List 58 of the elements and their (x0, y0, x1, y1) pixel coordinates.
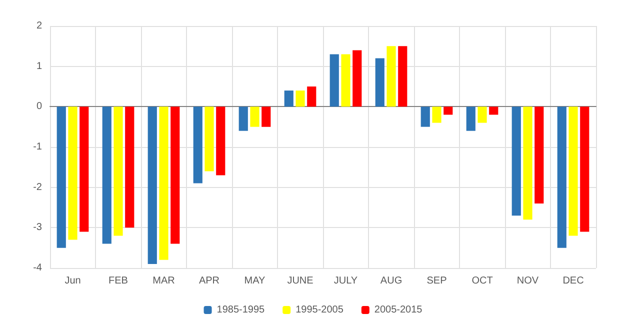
bar (170, 106, 180, 244)
bar (284, 90, 294, 107)
bar (398, 46, 408, 107)
bar (330, 54, 339, 107)
legend-label: 1995-2005 (296, 304, 344, 316)
x-tick-label: SEP (426, 276, 448, 286)
bar (478, 106, 487, 123)
y-tick-label: 0 (36, 101, 42, 112)
bar (432, 106, 442, 123)
bar (307, 86, 316, 107)
bar (148, 106, 157, 264)
x-tick-label: DEC (562, 276, 584, 286)
x-tick-label: Jun (64, 276, 81, 286)
bar (375, 58, 384, 107)
legend-label: 2005-2015 (374, 304, 423, 316)
bar (193, 106, 202, 184)
x-tick-label: JULY (334, 276, 358, 286)
bar (580, 106, 590, 232)
bar (489, 106, 498, 115)
bar (534, 106, 544, 204)
bar (250, 106, 260, 127)
y-tick-label: -2 (33, 182, 42, 193)
bar (420, 106, 430, 127)
legend-label: 1985-1995 (216, 304, 266, 316)
x-tick-label: JUNE (287, 276, 314, 286)
y-tick-label: -4 (33, 262, 42, 274)
y-tick-label: -1 (33, 142, 42, 152)
y-tick-label: 2 (36, 20, 42, 32)
bar (512, 106, 521, 216)
bar (341, 54, 350, 107)
bar (523, 106, 532, 220)
bar (444, 106, 453, 115)
bar (466, 106, 476, 131)
bar (56, 106, 66, 248)
bar (216, 106, 226, 176)
bar (238, 106, 248, 131)
bar (386, 46, 396, 107)
y-tick-label: 1 (36, 60, 42, 72)
bar (114, 106, 123, 236)
x-tick-label: MAY (244, 276, 266, 286)
x-tick-label: NOV (516, 276, 539, 286)
bar (296, 90, 305, 107)
bar (68, 106, 78, 240)
bar (557, 106, 566, 248)
bar (352, 50, 362, 107)
x-tick-label: APR (198, 276, 220, 286)
bar (125, 106, 134, 228)
y-tick-label: -3 (33, 222, 42, 234)
x-tick-label: AUG (380, 276, 402, 286)
bar (262, 106, 271, 127)
x-tick-label: OCT (472, 276, 493, 286)
bar (568, 106, 578, 236)
x-tick-label: FEB (108, 276, 128, 286)
x-tick-label: MAR (152, 276, 175, 286)
bar (80, 106, 89, 232)
bar (159, 106, 168, 260)
bar (102, 106, 112, 244)
bar (204, 106, 214, 172)
